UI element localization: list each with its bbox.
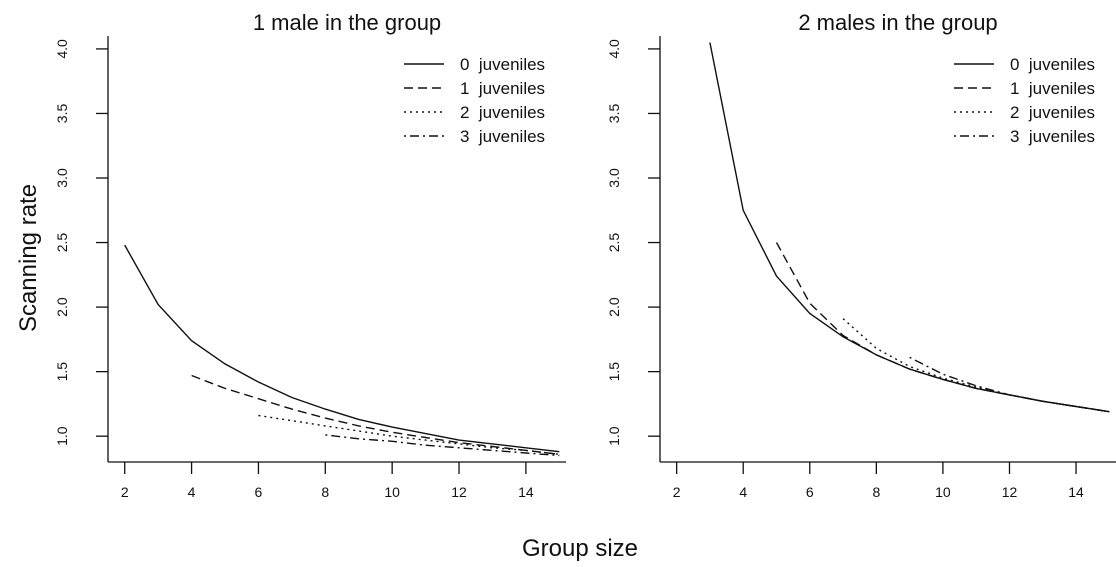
series-line-2 [842,318,1110,413]
y-tick-label: 4.0 [606,39,622,59]
legend-label-0: 0 juveniles [460,55,545,74]
x-tick-label: 10 [384,484,400,500]
y-tick-label: 1.5 [54,362,70,382]
y-tick-label: 2.5 [54,233,70,253]
x-tick-label: 10 [935,484,951,500]
x-tick-label: 12 [1002,484,1018,500]
x-tick-label: 14 [518,484,534,500]
y-tick-label: 3.5 [54,104,70,124]
series-line-0 [124,244,560,453]
legend-label-0: 0 juveniles [1010,55,1095,74]
series-line-3 [909,356,1110,413]
panel-2-males: 2 males in the group 2 4 6 8 10 12 14 1.0 1.5 2.0 2… [606,10,1116,500]
x-tick-label: 4 [188,484,196,500]
y-axis-label: Scanning rate [15,184,42,332]
y-tick-label: 2.0 [606,297,622,317]
x-tick-label: 2 [121,484,129,500]
x-tick-label: 8 [872,484,880,500]
panel-1-male: 1 male in the group 2 4 6 8 10 12 14 1.0 1.5 2.0 2.… [54,10,566,500]
y-tick-label: 1.0 [54,426,70,446]
y-tick-label: 3.5 [606,104,622,124]
legend-label-3: 3 juveniles [1010,127,1095,146]
series-line-3 [325,434,560,457]
series-line-2 [258,414,560,455]
y-tick-label: 4.0 [54,39,70,59]
x-axis-label: Group size [522,535,638,562]
x-tick-label: 8 [321,484,329,500]
x-tick-label: 12 [451,484,467,500]
y-tick-label: 2.0 [54,297,70,317]
legend-label-3: 3 juveniles [460,127,545,146]
x-tick-label: 6 [806,484,814,500]
y-tick-label: 1.5 [606,362,622,382]
y-tick-label: 3.0 [54,168,70,188]
x-tick-label: 6 [255,484,263,500]
legend-label-2: 2 juveniles [460,103,545,122]
y-tick-label: 1.0 [606,426,622,446]
y-tick-label: 3.0 [606,168,622,188]
panel-title: 2 males in the group [798,10,997,35]
legend-label-1: 1 juveniles [1010,79,1095,98]
panel-title: 1 male in the group [253,10,441,35]
series-line-1 [191,374,560,455]
legend-label-1: 1 juveniles [460,79,545,98]
x-tick-label: 14 [1068,484,1084,500]
series-line-1 [775,242,1110,413]
legend-label-2: 2 juveniles [1010,103,1095,122]
y-tick-label: 2.5 [606,233,622,253]
x-tick-label: 4 [739,484,747,500]
x-tick-label: 2 [673,484,681,500]
